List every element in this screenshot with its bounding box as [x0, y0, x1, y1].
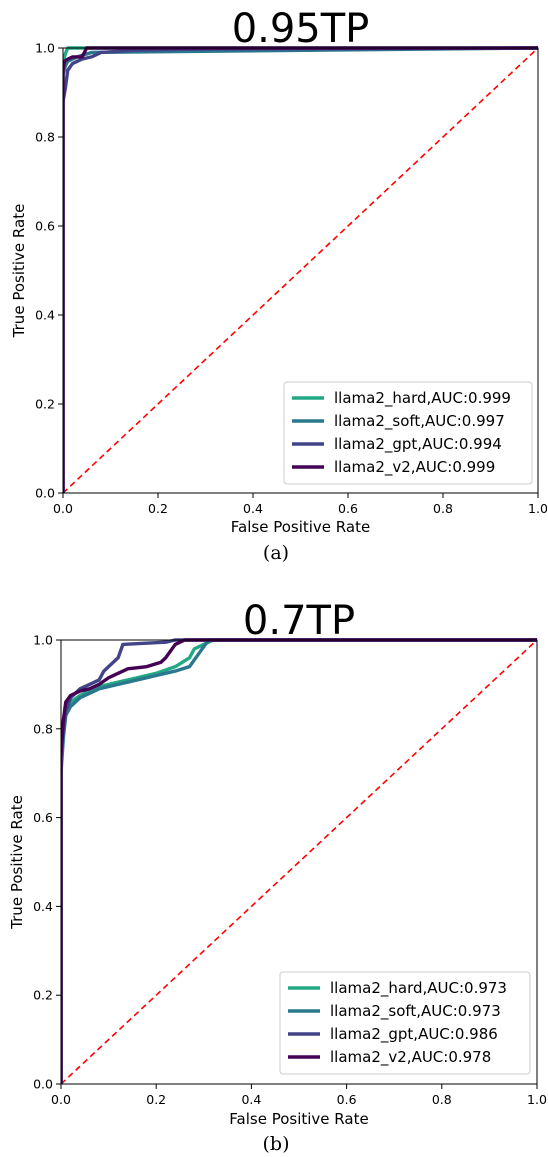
- legend-entry: llama2_gpt,AUC:0.986: [330, 1025, 498, 1044]
- y-axis-label: True Positive Rate: [8, 795, 26, 930]
- legend-box: [279, 971, 531, 1075]
- chart-1: 0.7TP 0.0 0.2 0.4 0.6 0.8 1.0 0.0 0.2 0.4 0.6 0.8 1.…: [8, 598, 547, 1155]
- y-tick-label: 0.2: [35, 397, 55, 412]
- y-tick-label: 0.0: [35, 486, 55, 501]
- chart-title: 0.95TP: [232, 6, 370, 52]
- x-tick-label: 0.2: [148, 501, 168, 516]
- y-tick-label: 0.6: [35, 219, 55, 234]
- legend-box: [283, 381, 533, 485]
- y-tick-label: 1.0: [33, 633, 53, 648]
- legend-entry: llama2_v2,AUC:0.978: [330, 1048, 491, 1067]
- figure-caption: (a): [263, 542, 289, 564]
- legend-entry: llama2_hard,AUC:0.973: [330, 979, 507, 998]
- y-tick-label: 0.8: [35, 130, 55, 145]
- x-tick-label: 1.0: [527, 1092, 547, 1107]
- x-tick-label: 0.6: [337, 1092, 357, 1107]
- legend-entry: llama2_gpt,AUC:0.994: [334, 435, 502, 454]
- x-tick-label: 1.0: [528, 501, 548, 516]
- y-axis-label: True Positive Rate: [10, 204, 28, 339]
- plot-frame: [60, 639, 538, 1085]
- x-tick-label: 0.4: [243, 501, 263, 516]
- y-tick-label: 0.4: [35, 308, 55, 323]
- legend-entry: llama2_hard,AUC:0.999: [334, 389, 511, 408]
- chart-title: 0.7TP: [243, 598, 355, 644]
- y-tick-label: 0.4: [33, 899, 53, 914]
- legend-entry: llama2_soft,AUC:0.997: [334, 412, 505, 431]
- y-tick-label: 0.8: [33, 721, 53, 736]
- chart-0: 0.95TP 0.0 0.2 0.4 0.6 0.8 1.0 0.0 0.2 0.4 0.6 0.8 1…: [10, 6, 548, 564]
- x-tick-label: 0.2: [146, 1092, 166, 1107]
- plot-frame: [62, 47, 539, 494]
- x-axis-label: False Positive Rate: [229, 1110, 368, 1128]
- x-tick-label: 0.6: [338, 501, 358, 516]
- x-axis-label: False Positive Rate: [231, 518, 370, 536]
- series-line-3: [61, 638, 537, 1084]
- x-tick-label: 0.4: [241, 1092, 261, 1107]
- chance-diagonal-line: [62, 47, 539, 494]
- x-tick-label: 0.8: [432, 1092, 452, 1107]
- legend: llama2_hard,AUC:0.999 llama2_soft,AUC:0.9…: [283, 381, 533, 485]
- legend: llama2_hard,AUC:0.973 llama2_soft,AUC:0.9…: [279, 971, 531, 1075]
- y-tick-label: 0.0: [33, 1077, 53, 1092]
- x-tick-label: 0.0: [51, 1092, 71, 1107]
- y-tick-label: 0.6: [33, 810, 53, 825]
- chance-diagonal-line: [60, 639, 538, 1085]
- x-tick-label: 0.0: [53, 501, 73, 516]
- y-tick-label: 0.2: [33, 988, 53, 1003]
- x-tick-label: 0.8: [433, 501, 453, 516]
- legend-entry: llama2_soft,AUC:0.973: [330, 1002, 501, 1021]
- legend-entry: llama2_v2,AUC:0.999: [334, 458, 495, 477]
- figure-caption: (b): [263, 1133, 290, 1155]
- y-tick-label: 1.0: [35, 41, 55, 56]
